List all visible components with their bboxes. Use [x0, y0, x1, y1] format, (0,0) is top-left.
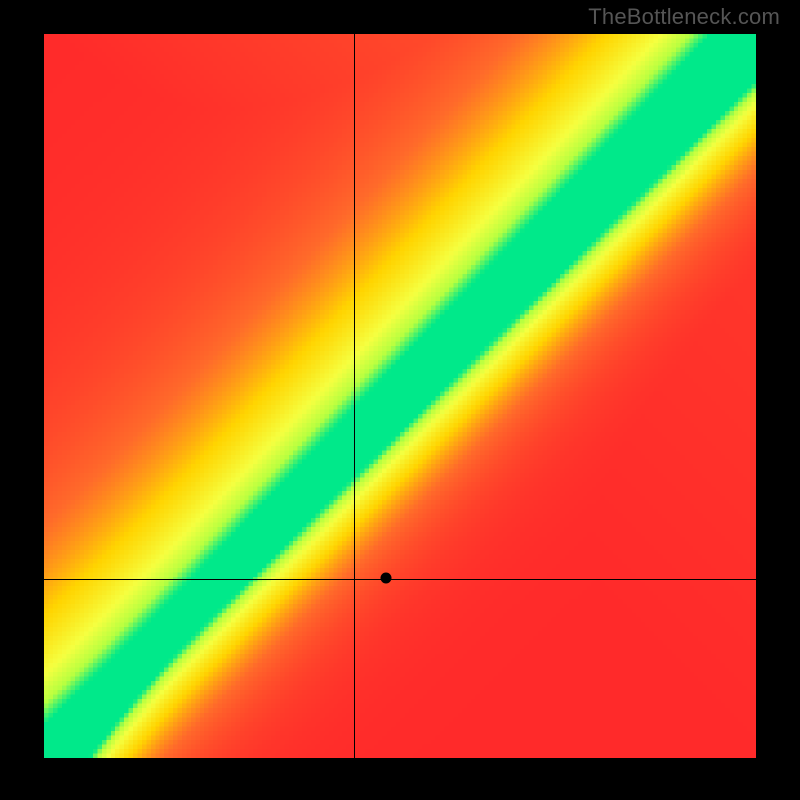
watermark-text: TheBottleneck.com [588, 4, 780, 30]
heatmap-canvas [44, 34, 756, 758]
crosshair-horizontal [44, 579, 756, 580]
crosshair-vertical [354, 34, 355, 758]
selection-marker [380, 573, 391, 584]
chart-frame: TheBottleneck.com [0, 0, 800, 800]
heatmap-plot [44, 34, 756, 758]
